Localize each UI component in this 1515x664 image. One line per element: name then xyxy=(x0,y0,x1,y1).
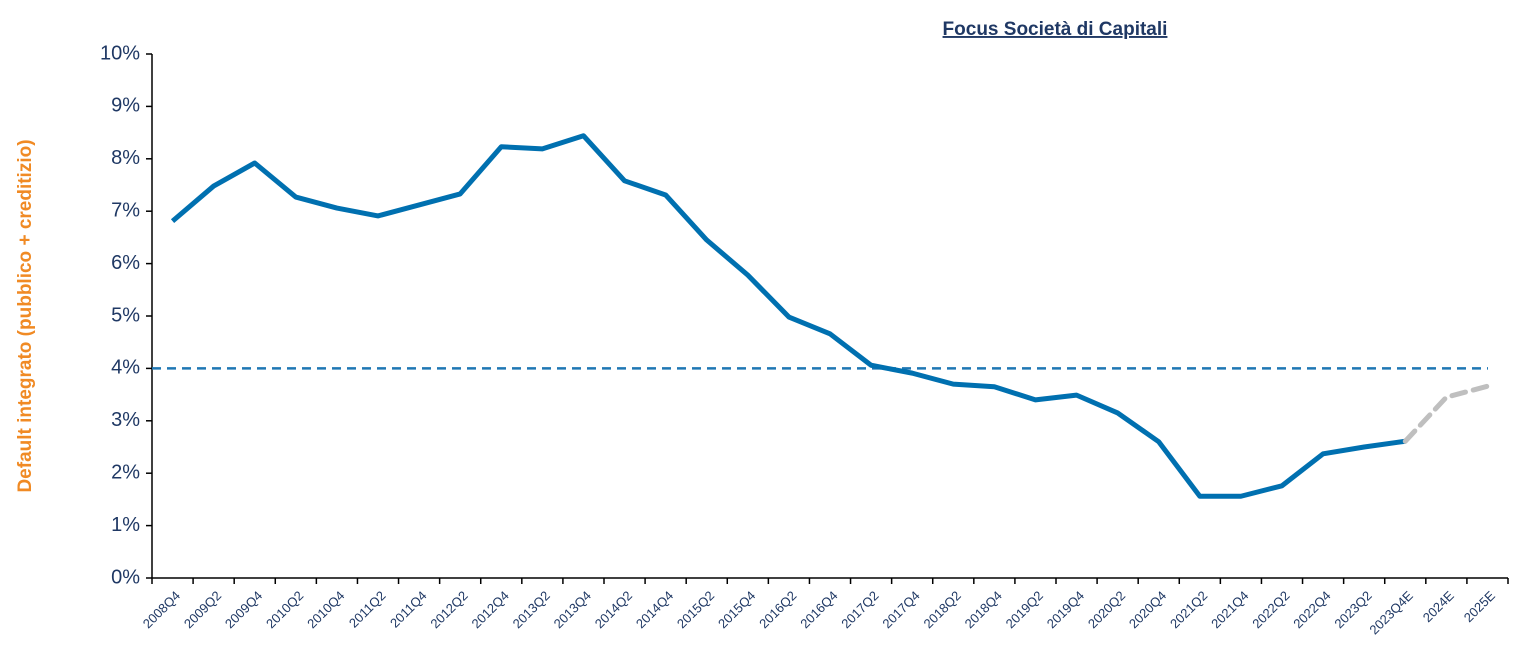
y-tick-label: 4% xyxy=(111,357,140,379)
y-tick-label: 5% xyxy=(111,304,140,326)
x-tick-label: 2018Q2 xyxy=(921,588,964,631)
x-tick-label: 2017Q4 xyxy=(879,588,922,631)
series-line xyxy=(170,133,1406,499)
x-tick-label: 2021Q4 xyxy=(1208,588,1251,631)
y-tick-label: 3% xyxy=(111,409,140,431)
x-tick-label: 2013Q2 xyxy=(510,588,553,631)
x-tick-label: 2022Q2 xyxy=(1249,588,1292,631)
x-tick-label: 2013Q4 xyxy=(551,588,594,631)
y-axis-label: Default integrato (pubblico + creditizio… xyxy=(15,139,36,492)
x-tick-label: 2012Q2 xyxy=(427,588,470,631)
y-tick-label: 2% xyxy=(111,461,140,483)
x-tick-label: 2025E xyxy=(1461,588,1498,625)
x-tick-label: 2014Q4 xyxy=(633,588,676,631)
x-tick-label: 2015Q4 xyxy=(715,588,758,631)
x-tick-label: 2009Q4 xyxy=(222,588,265,631)
x-tick-label: 2010Q4 xyxy=(304,588,347,631)
x-tick-label: 2020Q2 xyxy=(1085,588,1128,631)
x-tick-label: 2019Q4 xyxy=(1044,588,1087,631)
y-tick-label: 10% xyxy=(100,42,140,64)
x-tick-label: 2018Q4 xyxy=(962,588,1005,631)
x-tick-label: 2009Q2 xyxy=(181,588,224,631)
y-tick-label: 1% xyxy=(111,514,140,536)
series-line xyxy=(1402,383,1490,444)
x-tick-label: 2023Q4E xyxy=(1366,588,1416,638)
x-tick-label: 2008Q4 xyxy=(140,588,183,631)
x-tick-label: 2021Q2 xyxy=(1167,588,1210,631)
y-tick-label: 6% xyxy=(111,252,140,274)
x-tick-label: 2014Q2 xyxy=(592,588,635,631)
x-tick-label: 2022Q4 xyxy=(1290,588,1333,631)
y-tick-label: 0% xyxy=(111,566,140,588)
chart-title: Focus Società di Capitali xyxy=(943,19,1168,40)
y-tick-label: 9% xyxy=(111,95,140,117)
x-tick-label: 2015Q2 xyxy=(674,588,717,631)
x-tick-label: 2016Q2 xyxy=(756,588,799,631)
x-tick-label: 2019Q2 xyxy=(1003,588,1046,631)
y-tick-label: 7% xyxy=(111,199,140,221)
y-tick-label: 8% xyxy=(111,147,140,169)
x-tick-label: 2024E xyxy=(1420,588,1457,625)
x-tick-label: 2016Q4 xyxy=(797,588,840,631)
x-tick-label: 2011Q2 xyxy=(346,588,389,631)
x-tick-label: 2011Q4 xyxy=(387,588,430,631)
x-tick-label: 2010Q2 xyxy=(263,588,306,631)
x-tick-label: 2020Q4 xyxy=(1126,588,1169,631)
x-tick-label: 2012Q4 xyxy=(469,588,512,631)
x-tick-label: 2017Q2 xyxy=(838,588,881,631)
